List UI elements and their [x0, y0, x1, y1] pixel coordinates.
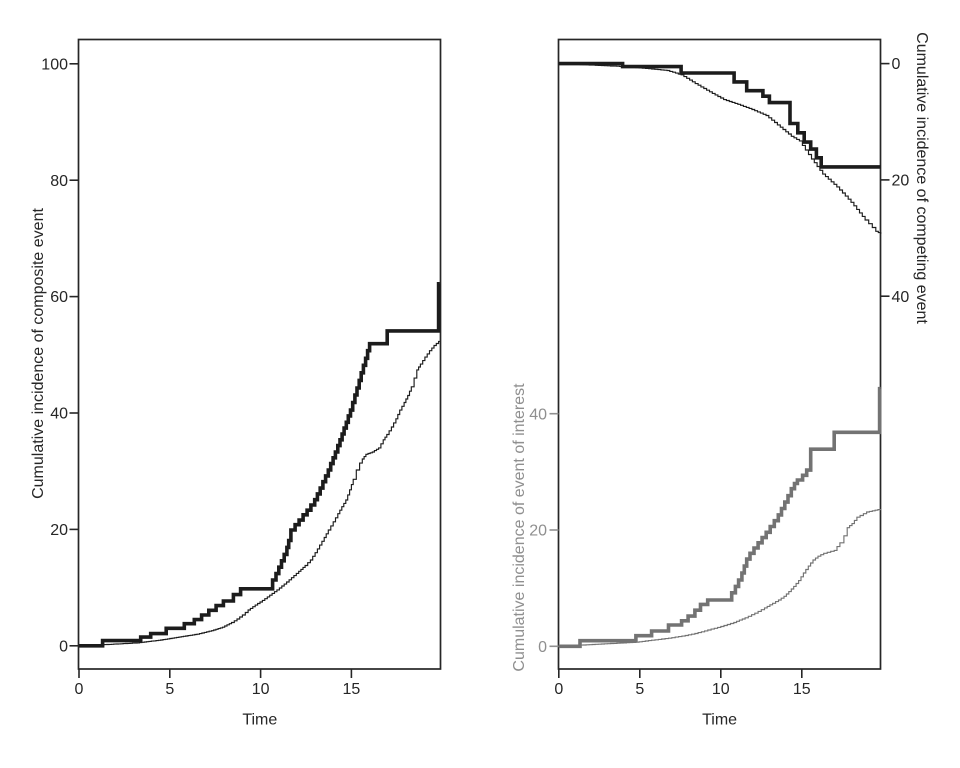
svg-text:15: 15: [343, 681, 361, 698]
svg-text:Time: Time: [702, 712, 737, 729]
svg-text:40: 40: [50, 406, 68, 423]
svg-text:40: 40: [892, 289, 910, 306]
svg-text:20: 20: [50, 522, 68, 539]
svg-text:40: 40: [529, 406, 547, 423]
svg-text:0: 0: [59, 638, 68, 655]
svg-text:5: 5: [635, 681, 644, 698]
svg-text:Time: Time: [242, 712, 277, 729]
svg-text:0: 0: [892, 56, 901, 73]
svg-text:100: 100: [41, 56, 68, 73]
svg-text:20: 20: [529, 523, 547, 540]
svg-text:0: 0: [554, 681, 563, 698]
svg-text:Cumulative incidence of compos: Cumulative incidence of composite event: [30, 208, 47, 499]
svg-text:15: 15: [793, 681, 811, 698]
svg-text:0: 0: [75, 681, 84, 698]
svg-text:20: 20: [892, 173, 910, 190]
svg-text:Cumulative incidence of compet: Cumulative incidence of competing event: [913, 32, 930, 324]
svg-text:10: 10: [252, 681, 270, 698]
svg-text:0: 0: [538, 639, 547, 656]
svg-text:60: 60: [50, 289, 68, 306]
svg-text:10: 10: [712, 681, 730, 698]
svg-text:5: 5: [165, 681, 174, 698]
svg-text:Cumulative incidence of event: Cumulative incidence of event of interes…: [511, 383, 528, 672]
svg-text:80: 80: [50, 173, 68, 190]
